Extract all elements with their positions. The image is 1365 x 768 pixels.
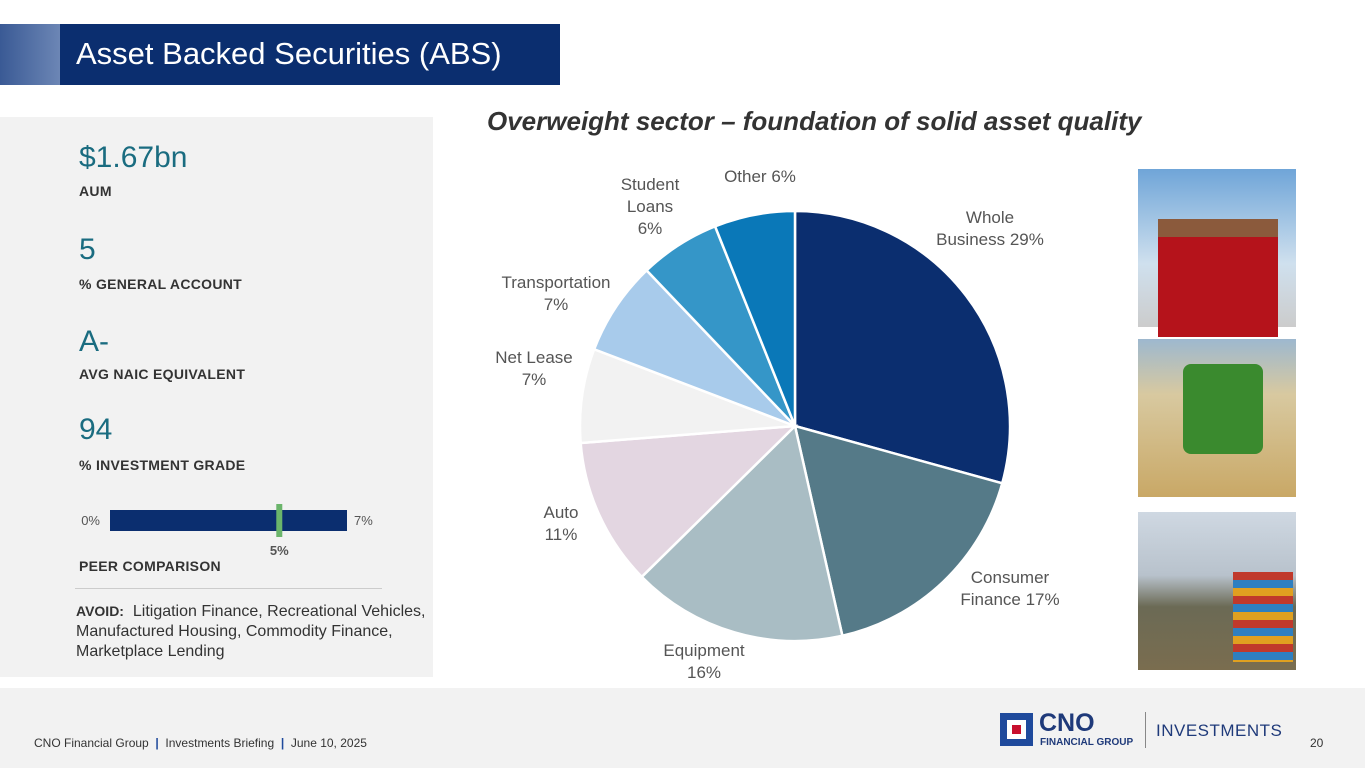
stats-panel (0, 117, 433, 677)
avoid-text: Litigation Finance, Recreational Vehicle… (76, 603, 426, 660)
slice-label-part: Whole Business (936, 208, 1015, 249)
logo-name: CNO (1039, 709, 1095, 737)
slice-label: Equipment 16% (658, 640, 750, 684)
footer (0, 688, 1365, 768)
avoid-label: AVOID: (76, 603, 124, 619)
peer-label: PEER COMPARISON (79, 558, 221, 574)
metric-label: % INVESTMENT GRADE (79, 457, 246, 473)
slice-label-part: Equipment (663, 641, 745, 660)
title-accent (0, 24, 60, 85)
peer-value-label: 5% (270, 543, 289, 558)
pie-slice (793, 424, 1004, 638)
logo-divider (1145, 712, 1146, 748)
slice-label: Auto 11% (536, 502, 586, 546)
slice-label: Student Loans 6% (619, 174, 681, 240)
footer-sep: | (280, 736, 285, 750)
photo-restaurant (1138, 169, 1296, 337)
slice-label-part: 6% (771, 167, 796, 186)
metric-value: 94 (79, 413, 113, 446)
peer-tick-label: 7% (354, 513, 373, 528)
chart-title: Overweight sector – foundation of solid … (487, 106, 1142, 136)
slice-label-part: Other (724, 167, 767, 186)
slice-label-part: 6% (637, 219, 663, 238)
slide-title: Asset Backed Securities (ABS) (76, 36, 502, 71)
footer-part: June 10, 2025 (290, 736, 367, 750)
peer-tick-label: 0% (81, 513, 100, 528)
avoid-note: AVOID: Litigation Finance, Recreational … (76, 601, 426, 662)
footer-part: CNO Financial Group (34, 736, 149, 750)
footer-text: CNO Financial Group | Investments Briefi… (34, 736, 367, 750)
title-bar (60, 24, 560, 85)
slice-label-part: Net Lease (495, 348, 573, 367)
pie-slice (793, 209, 1012, 485)
metric-value: 5 (79, 233, 96, 266)
logo-sub: FINANCIAL GROUP (1040, 737, 1134, 748)
metric-label: % GENERAL ACCOUNT (79, 276, 242, 292)
slice-label-part: 7% (543, 295, 569, 314)
slice-label-part: 11% (544, 525, 578, 544)
pie-chart (578, 209, 1012, 643)
slice-label-part: 17% (1025, 590, 1060, 609)
metric-value: $1.67bn (79, 141, 188, 174)
metric-label: AUM (79, 183, 112, 199)
slice-label: Other 6% (700, 166, 820, 188)
slice-label-part: Consumer Finance (960, 568, 1050, 609)
slice-label-part: 16% (686, 663, 722, 682)
slice-label: Transportation 7% (492, 272, 620, 316)
slice-label-part: Auto (543, 503, 579, 522)
pie-slice (713, 209, 797, 427)
peer-bar: 0% 7% 5% (81, 504, 373, 558)
divider (75, 588, 382, 589)
slice-label-part: 29% (1009, 230, 1044, 249)
footer-sep: | (155, 736, 159, 750)
slice-label-part: 7% (521, 370, 547, 389)
logo-division: INVESTMENTS (1156, 721, 1283, 740)
slice-label: Net Lease 7% (488, 347, 580, 391)
pie-slice (579, 424, 799, 579)
metric-value: A- (79, 325, 109, 358)
page-number: 20 (1310, 736, 1324, 750)
peer-range (110, 510, 347, 531)
footer-part: Investments Briefing (165, 736, 275, 750)
slice-label-part: Student Loans (620, 175, 680, 216)
logo-mark (1000, 713, 1033, 746)
metric-label: AVG NAIC EQUIVALENT (79, 366, 246, 382)
slice-label: Consumer Finance 17% (959, 567, 1061, 611)
slice-label: Whole Business 29% (934, 207, 1046, 251)
slice-label-part: Transportation (501, 273, 611, 292)
peer-marker (276, 504, 283, 537)
photo-harvester (1138, 339, 1296, 497)
photo-railyard (1138, 512, 1296, 670)
pie-slice (640, 423, 844, 643)
